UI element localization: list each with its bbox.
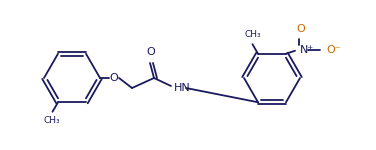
Text: O: O (110, 73, 118, 83)
Text: O⁻: O⁻ (326, 45, 341, 55)
Text: O: O (297, 24, 305, 34)
Text: HN: HN (174, 83, 191, 93)
Text: CH₃: CH₃ (244, 30, 261, 39)
Text: O: O (147, 47, 155, 57)
Text: N⁺: N⁺ (300, 45, 314, 55)
Text: CH₃: CH₃ (43, 116, 60, 125)
